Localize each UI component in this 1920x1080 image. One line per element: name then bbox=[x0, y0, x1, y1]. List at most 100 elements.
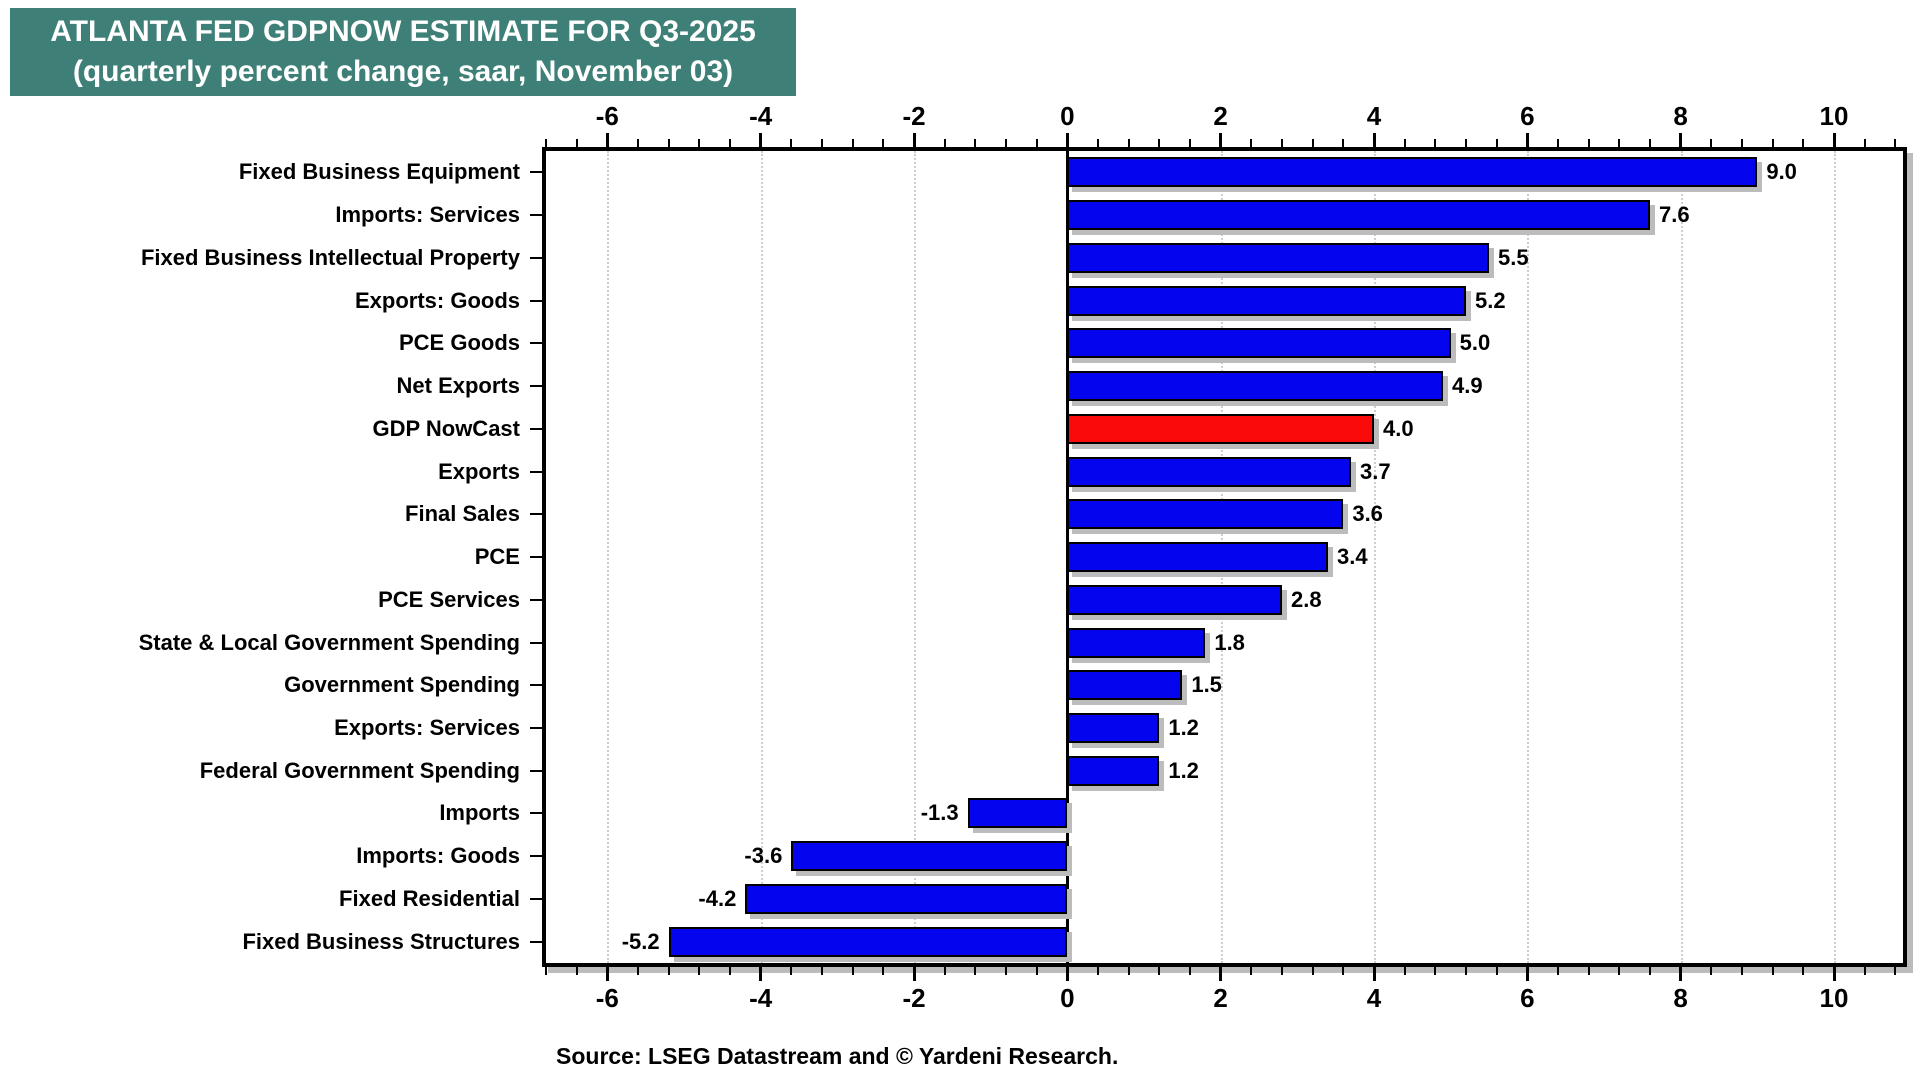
bar-value-label: 5.0 bbox=[1459, 330, 1491, 356]
x-axis-minor-tick bbox=[882, 967, 885, 975]
bar bbox=[1067, 242, 1489, 273]
x-axis-minor-tick bbox=[698, 139, 701, 147]
x-axis-major-tick bbox=[605, 133, 609, 147]
x-axis-minor-tick bbox=[1127, 967, 1130, 975]
x-axis-tick-label: -4 bbox=[749, 101, 773, 131]
category-label: Exports: Goods bbox=[354, 287, 520, 313]
x-axis-minor-tick bbox=[729, 139, 731, 147]
x-axis-minor-tick bbox=[1342, 139, 1345, 147]
chart-title-line1: ATLANTA FED GDPNOW ESTIMATE FOR Q3-2025 bbox=[50, 15, 756, 48]
category-label: Government Spending bbox=[284, 672, 520, 698]
y-axis-tick bbox=[530, 684, 542, 687]
y-axis-tick bbox=[530, 299, 542, 302]
x-axis-minor-tick bbox=[1587, 139, 1590, 147]
bar-gdp-nowcast bbox=[1067, 413, 1374, 444]
category-label: Final Sales bbox=[405, 501, 520, 527]
x-axis-minor-tick bbox=[1894, 139, 1897, 147]
vertical-gridline bbox=[1834, 151, 1836, 963]
x-axis-tick-label: 4 bbox=[1366, 983, 1382, 1013]
x-axis-major-tick bbox=[1525, 133, 1529, 147]
x-axis-minor-tick bbox=[1863, 139, 1866, 147]
x-axis-minor-tick bbox=[1097, 139, 1099, 147]
y-axis-tick bbox=[530, 385, 542, 388]
x-axis-minor-tick bbox=[1403, 139, 1406, 147]
x-axis-minor-tick bbox=[1250, 967, 1253, 975]
x-axis-minor-tick bbox=[1434, 139, 1437, 147]
x-axis-minor-tick bbox=[1342, 967, 1345, 975]
y-axis-category-labels: Fixed Business Equipment Imports: Service… bbox=[0, 151, 542, 963]
x-axis-tick-label: -6 bbox=[595, 101, 619, 131]
x-axis-tick-label: 0 bbox=[1060, 101, 1075, 131]
y-axis-tick bbox=[530, 726, 542, 729]
category-label: Fixed Business Structures bbox=[242, 928, 520, 954]
bar-value-label: -3.6 bbox=[744, 843, 783, 869]
x-axis-ticks-bottom bbox=[545, 967, 1903, 983]
x-axis-minor-tick bbox=[667, 967, 670, 975]
x-axis-tick-label: 8 bbox=[1673, 983, 1688, 1013]
x-axis-major-tick bbox=[1832, 967, 1836, 981]
category-label: Exports bbox=[438, 458, 520, 484]
x-axis-minor-tick bbox=[698, 967, 701, 975]
bar-value-label: -4.2 bbox=[698, 885, 737, 911]
bar-value-label: 2.8 bbox=[1291, 586, 1322, 612]
x-axis-major-tick bbox=[605, 967, 609, 981]
x-axis-minor-tick bbox=[1097, 967, 1099, 975]
x-axis-tick-label: 8 bbox=[1673, 101, 1688, 131]
x-axis-minor-tick bbox=[1710, 967, 1713, 975]
x-axis-minor-tick bbox=[1649, 139, 1651, 147]
bar bbox=[1067, 584, 1282, 615]
vertical-gridline bbox=[1680, 151, 1683, 963]
category-label: Imports: Goods bbox=[356, 843, 520, 869]
y-axis-tick bbox=[530, 556, 542, 558]
x-axis-minor-tick bbox=[575, 139, 578, 147]
x-axis-minor-tick bbox=[1618, 967, 1621, 975]
bar-value-label: 4.0 bbox=[1383, 415, 1414, 441]
y-axis-tick bbox=[530, 769, 542, 772]
x-axis-major-tick bbox=[912, 133, 916, 147]
x-axis-minor-tick bbox=[1771, 967, 1774, 975]
bar-value-label: 3.7 bbox=[1360, 458, 1391, 484]
x-axis-major-tick bbox=[1525, 967, 1529, 981]
x-axis-minor-tick bbox=[1802, 967, 1805, 975]
y-axis-tick bbox=[530, 427, 542, 430]
x-axis-minor-tick bbox=[1311, 967, 1314, 975]
bar-value-label: 1.2 bbox=[1168, 757, 1199, 783]
x-axis-minor-tick bbox=[821, 967, 823, 975]
x-axis-minor-tick bbox=[1649, 967, 1651, 975]
vertical-gridline bbox=[760, 151, 763, 963]
x-axis-minor-tick bbox=[545, 967, 547, 975]
x-axis-minor-tick bbox=[1495, 139, 1498, 147]
category-label: Fixed Business Intellectual Property bbox=[140, 244, 520, 270]
y-axis-tick bbox=[530, 940, 542, 943]
x-axis-ticks-top bbox=[545, 131, 1903, 147]
category-label: Federal Government Spending bbox=[199, 757, 520, 783]
bar bbox=[1067, 285, 1466, 316]
x-axis-minor-tick bbox=[667, 139, 670, 147]
x-axis-major-tick bbox=[1679, 133, 1683, 147]
x-axis-minor-tick bbox=[1189, 967, 1191, 975]
bar-value-label: 3.4 bbox=[1337, 544, 1368, 569]
bar bbox=[1067, 670, 1183, 701]
x-axis-minor-tick bbox=[1189, 139, 1191, 147]
x-axis-tick-label: -2 bbox=[902, 101, 926, 131]
bar bbox=[1067, 627, 1206, 658]
x-axis-minor-tick bbox=[1587, 967, 1590, 975]
x-axis-major-tick bbox=[1372, 967, 1376, 981]
x-axis-minor-tick bbox=[1740, 967, 1743, 975]
bar bbox=[745, 883, 1068, 914]
x-axis-minor-tick bbox=[943, 139, 946, 147]
x-axis-minor-tick bbox=[1464, 139, 1467, 147]
x-axis-major-tick bbox=[1372, 133, 1376, 147]
category-label: Imports: Services bbox=[335, 202, 520, 228]
x-axis-minor-tick bbox=[1403, 967, 1406, 975]
x-axis-minor-tick bbox=[1250, 139, 1253, 147]
plot-area: 9.0 7.6 5.5 5.2 5.0 4.9 4.0 3.7 3.6 3.4 2.8 1.8 1.5 1… bbox=[546, 151, 1903, 963]
y-axis-tick bbox=[530, 812, 542, 815]
x-axis-minor-tick bbox=[545, 139, 547, 147]
x-axis-minor-tick bbox=[1035, 139, 1038, 147]
x-axis-minor-tick bbox=[1557, 967, 1559, 975]
bar bbox=[1067, 499, 1344, 530]
x-axis-minor-tick bbox=[821, 139, 823, 147]
y-axis-tick bbox=[530, 214, 542, 217]
x-axis-minor-tick bbox=[1740, 139, 1743, 147]
